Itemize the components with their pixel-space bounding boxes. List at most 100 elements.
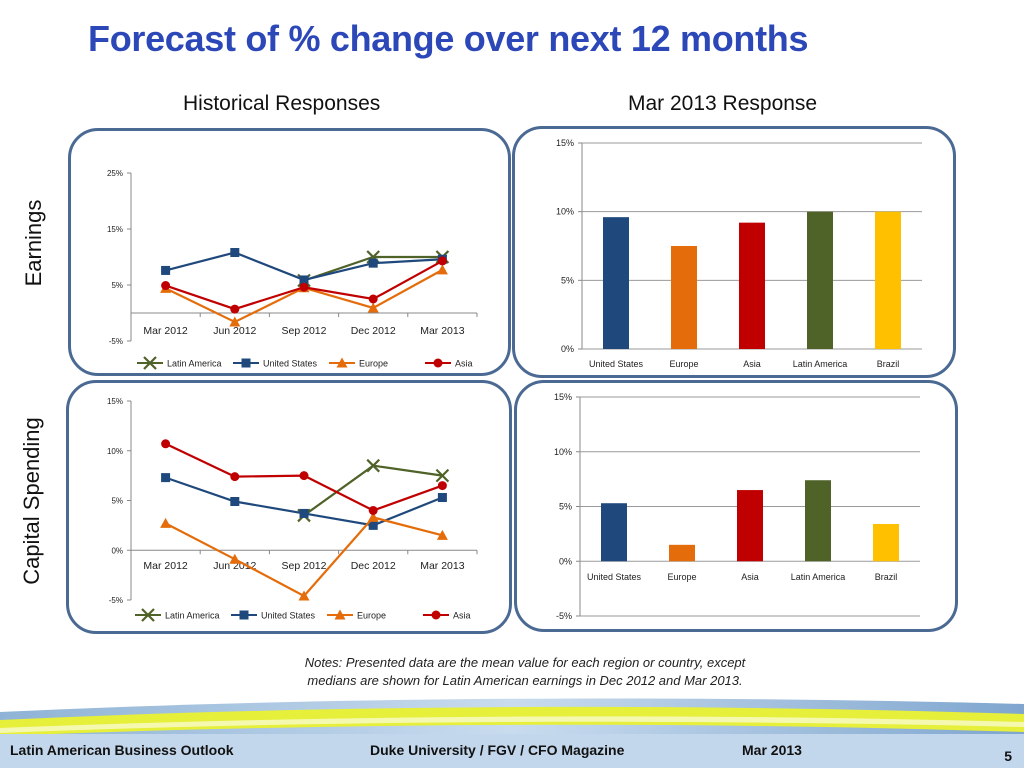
legend-marker (336, 357, 348, 368)
notes-line-1: Notes: Presented data are the mean value… (304, 655, 746, 670)
data-point (367, 302, 379, 313)
category-label: Latin America (791, 572, 846, 582)
footer-date: Mar 2013 (742, 742, 802, 758)
category-label: Brazil (877, 359, 900, 369)
legend-label: United States (261, 611, 316, 621)
y-tick-label: 5% (561, 275, 574, 285)
legend-entry: Latin America (137, 356, 222, 370)
legend-label: Europe (357, 611, 386, 621)
data-point (229, 553, 241, 564)
series-asia (161, 439, 447, 515)
bar-europe (671, 246, 697, 349)
data-point-b (366, 458, 380, 473)
legend-marker (431, 610, 441, 620)
legend-entry: Europe (327, 609, 386, 621)
bar-latin-america (807, 211, 833, 349)
y-tick-label: -5% (109, 337, 123, 346)
legend-marker-b (143, 356, 157, 370)
panel-earnings-historical: 25% 15% 5% -5% Mar 2012 Jun 2012 Sep 2012 Dec 2… (68, 128, 511, 376)
chart-capex-current: 15% 10% 5% 0% -5% United States Europe Asia Lati… (554, 392, 920, 621)
category-label: United States (589, 359, 644, 369)
legend-entry: United States (233, 358, 318, 369)
data-point (161, 473, 171, 483)
legend-entry: Europe (329, 357, 388, 369)
y-tick-label: 0% (111, 546, 123, 555)
footer-center: Duke University / FGV / CFO Magazine (370, 742, 625, 758)
x-tick-label: Sep 2012 (282, 560, 327, 572)
data-point (299, 282, 309, 292)
data-point (436, 264, 448, 275)
y-tick-label: 15% (554, 392, 572, 402)
legend-entry: Asia (425, 358, 473, 369)
data-point (367, 511, 379, 522)
current-header: Mar 2013 Response (628, 92, 818, 115)
y-tick-label: 25% (107, 169, 123, 178)
legend-marker (334, 609, 346, 620)
category-label: Asia (741, 572, 759, 582)
series-latin-america (297, 250, 450, 288)
data-point (368, 520, 378, 530)
y-tick-label: 15% (556, 138, 574, 148)
category-label: Asia (743, 359, 761, 369)
chart-capex-historical: 15% 10% 5% 0% -5% Mar 2012 Jun 2012 Sep 2012 Dec… (107, 397, 478, 622)
data-point (299, 471, 309, 481)
data-point (161, 281, 171, 291)
x-tick-label: Mar 2013 (420, 560, 465, 572)
bar-asia (739, 222, 765, 349)
data-point (230, 496, 240, 506)
y-tick-label: 5% (111, 281, 123, 290)
row-label-earnings: Earnings (21, 199, 46, 287)
footer-left: Latin American Business Outlook (10, 742, 234, 758)
row-label-capex: Capital Spending (19, 417, 44, 585)
series-latin-america (297, 458, 450, 523)
data-point (161, 439, 171, 449)
x-tick-label: Mar 2012 (143, 325, 188, 337)
data-point (368, 505, 378, 515)
bar-brazil (873, 524, 899, 562)
legend-label: Europe (359, 359, 388, 369)
series-line (165, 516, 443, 598)
legend-entry: United States (231, 610, 316, 621)
legend-marker (433, 358, 443, 368)
data-point (230, 472, 240, 482)
x-tick-label: Jun 2012 (213, 560, 256, 572)
x-tick-label: Jun 2012 (213, 325, 256, 337)
panel-capex-current: 15% 10% 5% 0% -5% United States Europe Asia Lati… (514, 380, 958, 632)
legend-entry: Latin America (135, 608, 220, 622)
series-united-states (161, 473, 447, 530)
legend-label: Latin America (167, 359, 222, 369)
page-number: 5 (1004, 748, 1012, 764)
y-tick-label: 15% (107, 225, 123, 234)
legend-marker (239, 610, 249, 620)
legend-label: Latin America (165, 611, 220, 621)
chart-earnings-current: 15% 10% 5% 0% United States Europe Asia Latin A… (556, 138, 922, 369)
historical-header: Historical Responses (183, 92, 381, 115)
legend-label: United States (263, 359, 318, 369)
series-europe (160, 264, 448, 327)
category-label: Latin America (793, 359, 848, 369)
series-united-states (161, 248, 447, 285)
page-title: Forecast of % change over next 12 months (88, 18, 809, 59)
data-point (161, 265, 171, 275)
data-point (160, 517, 172, 528)
x-tick-label: Sep 2012 (282, 325, 327, 337)
data-point (298, 590, 310, 601)
data-point-b (435, 468, 450, 483)
data-point (437, 493, 447, 503)
data-point (368, 258, 378, 268)
y-tick-label: 10% (554, 447, 572, 457)
data-point (368, 294, 378, 304)
series-asia (161, 256, 447, 314)
y-tick-label: 0% (561, 344, 574, 354)
y-tick-label: 0% (559, 556, 572, 566)
y-tick-label: -5% (109, 596, 123, 605)
legend-entry: Asia (423, 610, 471, 621)
bar-latin-america (805, 480, 831, 562)
data-point (437, 256, 447, 266)
x-tick-label: Dec 2012 (351, 325, 396, 337)
footer-decoration (0, 698, 1024, 768)
legend-marker-b (141, 608, 155, 622)
x-tick-label: Dec 2012 (351, 560, 396, 572)
category-label: Brazil (875, 572, 898, 582)
category-label: Europe (667, 572, 696, 582)
